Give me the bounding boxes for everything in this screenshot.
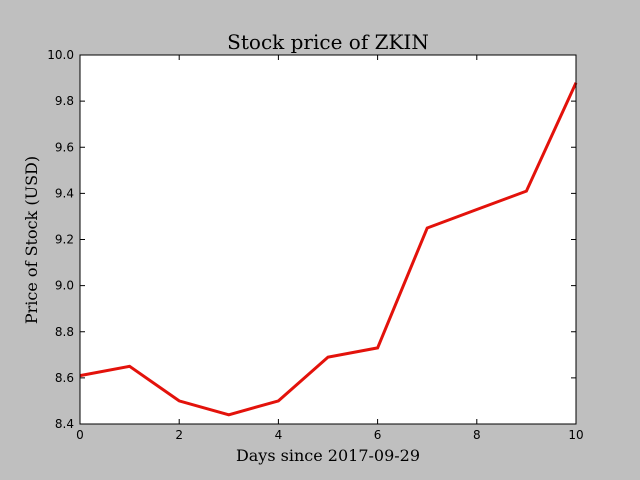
- x-tick-label: 0: [76, 428, 84, 442]
- y-tick-label: 8.4: [55, 417, 74, 431]
- series-line-0: [79, 82, 578, 417]
- x-tick-label: 2: [175, 428, 183, 442]
- x-tick-label: 4: [275, 428, 283, 442]
- y-axis-label: Price of Stock (USD): [22, 156, 41, 324]
- y-tick-label: 9.0: [55, 279, 74, 293]
- plot-area: [80, 55, 576, 424]
- x-axis-label: Days since 2017-09-29: [236, 446, 420, 465]
- y-tick-label: 8.8: [55, 325, 74, 339]
- y-tick-label: 9.4: [55, 186, 74, 200]
- y-tick-label: 9.2: [55, 233, 74, 247]
- tick-labels: 0 2 4 6 8 10 8.4 8.6 8.8 9.0 9.2 9.4 9.6 9.8 10.0: [47, 48, 583, 442]
- y-tick-label: 9.6: [55, 140, 74, 154]
- chart-title: Stock price of ZKIN: [227, 30, 429, 54]
- y-tick-label: 9.8: [55, 94, 74, 108]
- x-tick-label: 8: [473, 428, 481, 442]
- y-tick-label: 10.0: [47, 48, 74, 62]
- y-tick-label: 8.6: [55, 371, 74, 385]
- x-tick-label: 10: [568, 428, 583, 442]
- series-layer: [79, 82, 578, 417]
- x-tick-label: 6: [374, 428, 382, 442]
- plot-frame: [79, 54, 577, 425]
